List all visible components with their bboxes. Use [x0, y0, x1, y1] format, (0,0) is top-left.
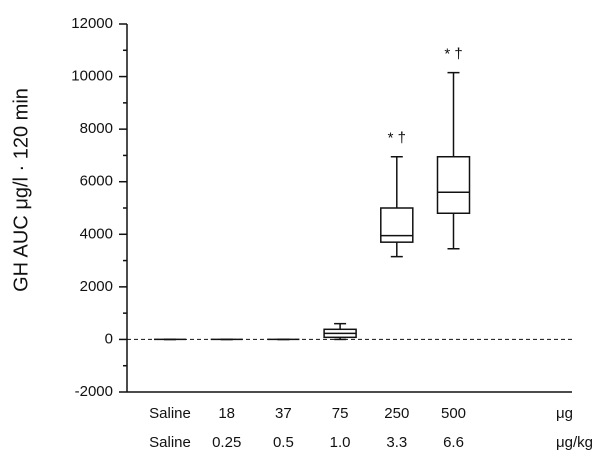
y-tick-label: 10000 [71, 68, 113, 85]
x-tick-label-per-kg: Saline [149, 434, 191, 451]
x-tick-label: 250 [384, 405, 409, 422]
annotation: * † [444, 46, 462, 63]
x-tick-label: 37 [275, 405, 292, 422]
x-tick-label: 75 [332, 405, 349, 422]
box [436, 155, 471, 215]
x-tick-label: 500 [441, 405, 466, 422]
x-tick-label-per-kg: 6.6 [443, 434, 464, 451]
y-tick-label: 2000 [80, 278, 113, 295]
y-tick-label: 4000 [80, 225, 113, 242]
y-tick-label: 8000 [80, 120, 113, 137]
x-tick-label: 18 [218, 405, 235, 422]
x-unit: μg [556, 405, 573, 422]
y-tick-label: 6000 [80, 173, 113, 190]
y-tick-label: 12000 [71, 15, 113, 32]
x-unit-per-kg: μg/kg [556, 434, 593, 451]
y-axis-label: GH AUC μg/l · 120 min [10, 88, 32, 292]
x-tick-label-per-kg: 0.5 [273, 434, 294, 451]
annotation: * † [388, 130, 406, 147]
x-tick-label-per-kg: 1.0 [330, 434, 351, 451]
x-tick-label-per-kg: 3.3 [386, 434, 407, 451]
x-tick-label-per-kg: 0.25 [212, 434, 241, 451]
y-tick-label: 0 [105, 330, 113, 347]
box [380, 207, 414, 243]
y-tick-label: -2000 [75, 383, 113, 400]
x-tick-label: Saline [149, 405, 191, 422]
